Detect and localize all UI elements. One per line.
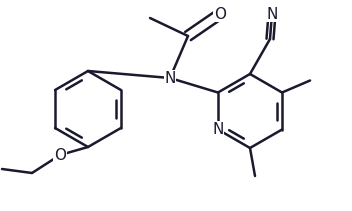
Text: O: O [214,7,226,22]
Text: N: N [164,70,176,85]
Text: N: N [213,123,223,137]
Text: O: O [139,15,140,16]
Text: O: O [215,7,225,21]
Text: N: N [165,71,175,85]
Text: N: N [266,7,278,22]
Text: N: N [212,122,224,137]
Text: O: O [54,147,66,162]
